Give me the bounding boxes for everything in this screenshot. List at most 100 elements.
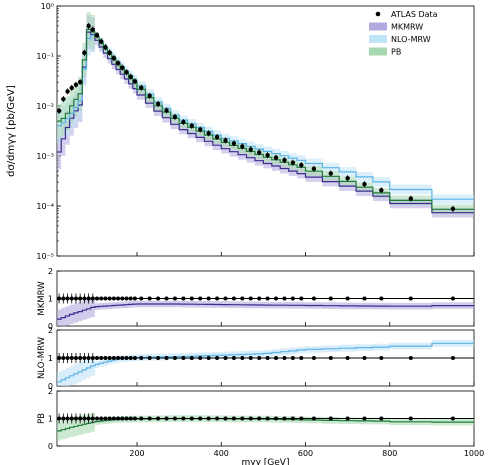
data-point [379, 356, 384, 360]
ratio-y-label: NLO-MRW [37, 336, 47, 379]
data-point [189, 356, 194, 360]
data-point [265, 416, 270, 421]
data-point [164, 296, 169, 301]
data-point [61, 96, 66, 102]
y-axis-label: dσ/dmγγ [pb/GeV] [6, 85, 17, 177]
data-point [248, 356, 253, 360]
data-point [124, 356, 129, 360]
data-point [57, 296, 62, 301]
data-point [257, 416, 262, 421]
data-point [139, 416, 144, 421]
data-point [189, 416, 194, 421]
data-point [450, 356, 455, 360]
ratio-line [57, 303, 474, 320]
data-point [311, 356, 316, 360]
data-point [240, 416, 245, 421]
data-point [408, 356, 413, 360]
data-point [299, 356, 304, 360]
data-point [231, 141, 237, 146]
data-point [61, 416, 66, 421]
data-point [139, 85, 144, 90]
data-point [120, 356, 125, 360]
data-point [61, 296, 66, 301]
data-point [290, 356, 295, 360]
data-point [73, 356, 78, 360]
data-point [274, 296, 279, 301]
y-tick-label: 10⁰ [41, 2, 54, 11]
data-point [61, 356, 66, 360]
data-point [172, 296, 177, 301]
data-point [116, 356, 121, 360]
data-point [65, 296, 70, 301]
data-point [290, 416, 295, 421]
x-tick-label: 200 [129, 449, 144, 458]
data-point [345, 296, 350, 301]
y-tick-label: 10⁻¹ [36, 52, 54, 61]
data-point [120, 65, 125, 70]
data-point [265, 152, 270, 158]
data-point [124, 296, 129, 301]
data-point [408, 296, 413, 301]
x-axis-label: mγγ [GeV] [242, 458, 290, 465]
data-point [95, 416, 100, 421]
y-tick-label: 10⁻³ [36, 152, 54, 161]
data-point [139, 356, 144, 360]
data-point [132, 416, 137, 421]
data-point [147, 93, 152, 99]
data-point [282, 296, 287, 301]
data-point [65, 356, 70, 360]
x-tick-label: 600 [298, 449, 313, 458]
data-point [82, 356, 87, 360]
legend-label: ATLAS Data [391, 10, 438, 19]
data-point [265, 356, 270, 360]
data-point [94, 33, 100, 38]
data-point [111, 296, 116, 301]
data-point [103, 45, 108, 50]
data-point [206, 296, 211, 301]
data-point [124, 416, 129, 421]
data-point [215, 296, 220, 301]
data-point [172, 416, 177, 421]
data-point [111, 55, 117, 61]
data-point [69, 85, 74, 91]
data-point [69, 416, 74, 421]
data-point [164, 356, 169, 360]
data-point [299, 416, 304, 421]
data-point [328, 416, 333, 421]
data-point [189, 123, 194, 129]
data-point [120, 416, 125, 421]
data-point [107, 296, 112, 301]
data-point [132, 356, 137, 360]
ratio-panel-pb: 0 1 2 PB [37, 387, 475, 451]
legend-swatch-mkmrw [369, 22, 387, 31]
mkmrw-line [57, 31, 474, 214]
data-point [345, 416, 350, 421]
pb-uncertainty-band [57, 12, 474, 215]
y-tick-label: 1 [48, 415, 53, 424]
data-point [77, 79, 83, 85]
data-point [189, 296, 194, 301]
ratio-y-label: MKMRW [37, 281, 47, 316]
data-point [198, 296, 203, 301]
data-point [379, 296, 384, 301]
y-tick-label: 10⁻⁵ [36, 252, 54, 261]
data-point [198, 127, 203, 132]
y-tick-label: 10⁻² [36, 102, 54, 111]
data-point [86, 356, 91, 360]
y-tick-label: 2 [48, 267, 53, 276]
x-tick-label: 400 [214, 449, 229, 458]
data-point [99, 356, 104, 360]
data-point [107, 50, 112, 55]
data-point [231, 356, 236, 360]
data-point [450, 206, 456, 212]
data-point [147, 296, 152, 301]
data-point [111, 356, 116, 360]
data-point [103, 296, 108, 301]
data-point [57, 108, 62, 114]
data-point [273, 155, 279, 160]
data-point [65, 89, 70, 94]
data-point [147, 416, 152, 421]
data-point [328, 356, 333, 360]
